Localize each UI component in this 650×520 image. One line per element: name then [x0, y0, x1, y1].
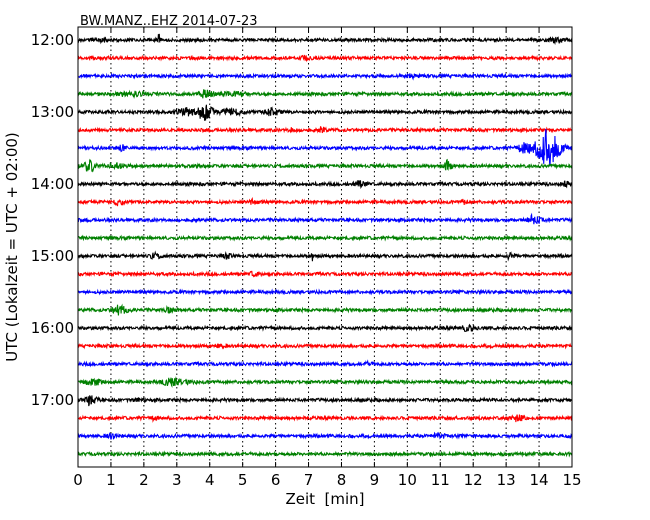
- trace-1245: [77, 89, 573, 100]
- x-tick-label: 0: [73, 471, 83, 489]
- y-tick-label: 14:00: [31, 175, 74, 193]
- x-axis-label: Zeit [min]: [285, 490, 364, 508]
- x-tick-label: 5: [238, 471, 248, 489]
- y-tick-label: 12:00: [31, 31, 74, 49]
- trace-1445: [77, 234, 573, 242]
- x-axis: 0 1 2 3 4 5 6 7 8 9 10 11 12 13 14 15: [73, 27, 582, 489]
- trace-1615: [77, 342, 573, 350]
- x-tick-label: 13: [497, 471, 516, 489]
- trace-1530: [77, 288, 573, 296]
- trace-1730: [77, 431, 573, 440]
- chart-title: BW.MANZ..EHZ 2014-07-23: [80, 14, 258, 29]
- plot-frame: [77, 26, 573, 468]
- x-tick-label: 9: [370, 471, 380, 489]
- trace-1200: [77, 33, 573, 46]
- trace-1215: [77, 54, 573, 63]
- trace-1700: [77, 395, 573, 407]
- trace-1600: [77, 323, 573, 332]
- trace-1300: [77, 104, 573, 121]
- y-tick-label: 15:00: [31, 247, 74, 265]
- x-tick-label: 12: [464, 471, 483, 489]
- trace-1430: [77, 212, 573, 225]
- trace-1400: [77, 180, 573, 189]
- trace-1230: [77, 72, 573, 81]
- y-tick-label: 16:00: [31, 319, 74, 337]
- grid: [110, 27, 540, 467]
- trace-1745: [77, 450, 573, 458]
- x-tick-label: 1: [106, 471, 116, 489]
- x-tick-label: 8: [337, 471, 347, 489]
- x-tick-label: 4: [205, 471, 215, 489]
- x-tick-label: 15: [562, 471, 581, 489]
- x-tick-label: 2: [139, 471, 149, 489]
- trace-1645: [77, 376, 573, 388]
- x-tick-label: 6: [271, 471, 281, 489]
- x-tick-label: 7: [304, 471, 314, 489]
- x-tick-label: 10: [398, 471, 417, 489]
- x-tick-label: 14: [530, 471, 549, 489]
- y-axis-label: UTC (Lokalzeit = UTC + 02:00): [3, 132, 21, 362]
- trace-1545: [77, 303, 573, 316]
- y-tick-label: 17:00: [31, 391, 74, 409]
- x-tick-label: 11: [431, 471, 450, 489]
- trace-1500: [77, 250, 573, 262]
- x-tick-label: 3: [172, 471, 182, 489]
- trace-1630: [77, 359, 573, 368]
- traces: [77, 33, 573, 458]
- trace-1515: [77, 270, 573, 278]
- trace-1315: [77, 126, 573, 134]
- trace-1330: [77, 128, 573, 167]
- y-axis: 12:00 13:00 14:00 15:00 16:00 17:00: [31, 31, 572, 409]
- trace-1345: [77, 158, 573, 173]
- y-tick-label: 13:00: [31, 103, 74, 121]
- trace-1715: [77, 414, 573, 423]
- trace-1415: [77, 197, 573, 207]
